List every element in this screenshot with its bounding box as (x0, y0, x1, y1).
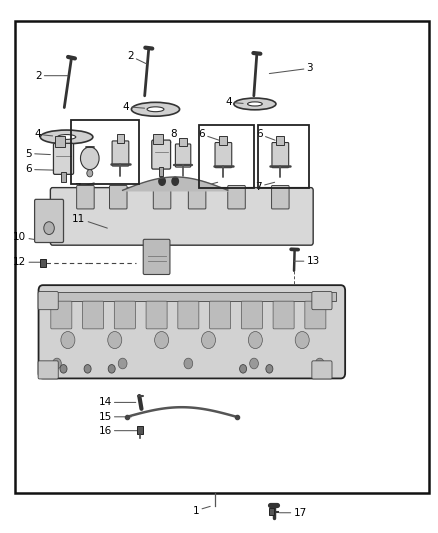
FancyBboxPatch shape (228, 185, 245, 209)
Bar (199, 125, 254, 188)
Text: 7: 7 (198, 182, 218, 191)
Circle shape (171, 176, 179, 186)
Text: 8: 8 (170, 130, 177, 145)
FancyBboxPatch shape (83, 301, 104, 329)
Text: 11: 11 (72, 214, 107, 228)
FancyBboxPatch shape (114, 301, 135, 329)
FancyBboxPatch shape (215, 142, 232, 168)
FancyBboxPatch shape (152, 140, 170, 169)
Ellipse shape (131, 102, 180, 116)
FancyBboxPatch shape (146, 301, 167, 329)
FancyBboxPatch shape (312, 361, 332, 379)
FancyBboxPatch shape (110, 185, 127, 209)
Bar (153, 134, 163, 144)
Circle shape (158, 176, 166, 186)
Bar (276, 136, 284, 144)
Ellipse shape (57, 134, 76, 140)
Bar (15, 21, 429, 493)
Circle shape (60, 365, 67, 373)
FancyBboxPatch shape (178, 301, 199, 329)
Circle shape (81, 147, 99, 169)
Ellipse shape (247, 102, 262, 106)
Text: 4: 4 (123, 102, 145, 111)
FancyBboxPatch shape (35, 199, 64, 243)
FancyBboxPatch shape (272, 185, 289, 209)
FancyBboxPatch shape (188, 185, 206, 209)
Circle shape (266, 365, 273, 373)
Text: 17: 17 (279, 508, 307, 518)
Circle shape (184, 358, 193, 369)
Text: 9: 9 (159, 177, 171, 187)
Text: 2: 2 (35, 71, 68, 80)
FancyBboxPatch shape (305, 301, 326, 329)
Circle shape (118, 358, 127, 369)
FancyBboxPatch shape (38, 361, 58, 379)
Circle shape (315, 358, 324, 369)
Circle shape (108, 365, 115, 373)
Text: 16: 16 (99, 426, 140, 435)
Bar (180, 138, 187, 146)
Text: 5: 5 (25, 149, 50, 158)
Bar (269, 508, 274, 515)
FancyBboxPatch shape (143, 239, 170, 274)
Ellipse shape (147, 107, 164, 112)
FancyBboxPatch shape (241, 301, 262, 329)
Text: 1: 1 (193, 506, 210, 515)
Bar (40, 259, 46, 266)
Text: 4: 4 (34, 130, 53, 139)
Text: 7: 7 (74, 183, 94, 192)
FancyBboxPatch shape (39, 285, 345, 378)
Circle shape (44, 222, 54, 235)
Bar (47, 292, 336, 301)
FancyBboxPatch shape (175, 144, 191, 167)
Text: 7: 7 (255, 182, 275, 191)
Text: 3: 3 (269, 63, 313, 74)
FancyBboxPatch shape (51, 301, 72, 329)
Circle shape (108, 332, 122, 349)
Circle shape (201, 332, 215, 349)
Ellipse shape (234, 98, 276, 110)
Text: 10: 10 (13, 232, 44, 242)
Circle shape (155, 332, 169, 349)
Circle shape (87, 169, 93, 177)
Bar (117, 134, 124, 143)
Circle shape (248, 332, 262, 349)
FancyBboxPatch shape (38, 292, 58, 310)
Text: 12: 12 (13, 257, 43, 267)
Text: 15: 15 (99, 412, 131, 422)
Bar (137, 426, 143, 434)
Bar (55, 136, 65, 148)
Circle shape (240, 365, 247, 373)
Circle shape (53, 358, 61, 369)
Circle shape (84, 365, 91, 373)
FancyBboxPatch shape (153, 185, 171, 209)
FancyBboxPatch shape (273, 301, 294, 329)
Bar (159, 166, 163, 176)
Circle shape (295, 332, 309, 349)
Text: 6: 6 (256, 130, 275, 140)
Text: 13: 13 (294, 256, 320, 266)
Text: 2: 2 (127, 51, 147, 64)
Circle shape (250, 358, 258, 369)
FancyBboxPatch shape (50, 188, 313, 245)
Text: 14: 14 (99, 398, 136, 407)
Text: 4: 4 (226, 98, 243, 107)
FancyBboxPatch shape (112, 141, 129, 166)
Bar (219, 136, 227, 144)
FancyBboxPatch shape (53, 143, 74, 174)
Bar (61, 172, 66, 182)
Ellipse shape (40, 130, 93, 144)
Bar (258, 125, 309, 188)
FancyBboxPatch shape (312, 292, 332, 310)
Text: 6: 6 (25, 165, 72, 174)
Circle shape (61, 332, 75, 349)
FancyBboxPatch shape (77, 185, 94, 209)
Text: 6: 6 (198, 130, 219, 140)
FancyBboxPatch shape (209, 301, 230, 329)
FancyBboxPatch shape (272, 142, 289, 168)
Bar (71, 120, 139, 184)
